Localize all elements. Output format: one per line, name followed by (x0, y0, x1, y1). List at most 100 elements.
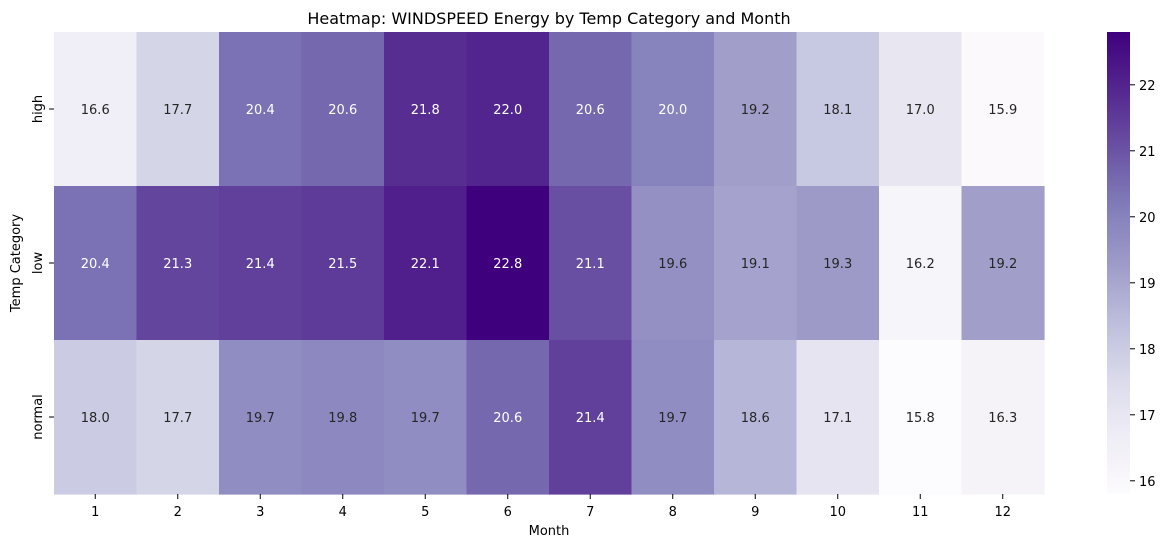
x-tick-label: 12 (994, 505, 1011, 520)
heatmap-cell (714, 32, 798, 187)
colorbar: 16 17 18 19 20 21 22 (1107, 32, 1156, 494)
heatmap-cell (384, 186, 468, 341)
heatmap-cell (631, 32, 715, 187)
cell-value-label: 17.7 (163, 411, 192, 426)
heatmap-cell (219, 186, 303, 341)
y-tick-label: low (31, 252, 46, 275)
heatmap-cell (466, 186, 550, 341)
y-axis: high low normal (31, 95, 54, 440)
cell-value-label: 18.6 (741, 411, 770, 426)
heatmap-cell (136, 32, 220, 187)
heatmap-cell (219, 340, 303, 495)
heatmap-cell (631, 340, 715, 495)
x-tick-label: 8 (669, 505, 677, 520)
heatmap-cell (796, 340, 880, 495)
heatmap-cell (136, 340, 220, 495)
cell-value-label: 22.0 (493, 103, 522, 118)
cell-value-label: 19.8 (328, 411, 357, 426)
heatmap-cell (796, 32, 880, 187)
colorbar-tick-label: 18 (1139, 343, 1156, 358)
colorbar-tick-label: 21 (1139, 145, 1156, 160)
colorbar-tick-label: 17 (1139, 409, 1156, 424)
heatmap-cell (961, 186, 1045, 341)
heatmap-cell (54, 186, 138, 341)
heatmap-cell (136, 186, 220, 341)
cell-value-label: 21.4 (246, 257, 275, 272)
cell-value-label: 15.8 (906, 411, 935, 426)
cell-value-label: 20.6 (493, 411, 522, 426)
cell-value-label: 19.7 (658, 411, 687, 426)
heatmap-cell (301, 340, 385, 495)
cell-value-label: 17.0 (906, 103, 935, 118)
heatmap-cell-labels: 16.6 17.7 20.4 20.6 21.8 22.0 20.6 20.0 19.2 18.1… (81, 103, 1017, 426)
cell-value-label: 21.4 (576, 411, 605, 426)
heatmap-cell (714, 186, 798, 341)
heatmap-cell (219, 32, 303, 187)
heatmap-cell (384, 32, 468, 187)
heatmap-cell (301, 186, 385, 341)
heatmap-cell (961, 32, 1045, 187)
cell-value-label: 18.0 (81, 411, 110, 426)
x-tick-label: 5 (421, 505, 429, 520)
x-tick-label: 9 (751, 505, 759, 520)
heatmap-cell (466, 340, 550, 495)
cell-value-label: 21.1 (576, 257, 605, 272)
cell-value-label: 20.6 (328, 103, 357, 118)
x-tick-label: 1 (91, 505, 99, 520)
heatmap-cell (54, 32, 138, 187)
cell-value-label: 19.6 (658, 257, 687, 272)
cell-value-label: 22.8 (493, 257, 522, 272)
colorbar-tick-label: 22 (1139, 79, 1156, 94)
cell-value-label: 16.2 (906, 257, 935, 272)
heatmap-cell (879, 340, 963, 495)
cell-value-label: 21.8 (411, 103, 440, 118)
heatmap-cell (879, 32, 963, 187)
x-axis-label: Month (529, 524, 570, 539)
x-tick-label: 4 (339, 505, 347, 520)
cell-value-label: 19.3 (823, 257, 852, 272)
cell-value-label: 16.6 (81, 103, 110, 118)
heatmap-cell (714, 340, 798, 495)
cell-value-label: 20.4 (246, 103, 275, 118)
cell-value-label: 21.3 (163, 257, 192, 272)
chart-title: Heatmap: WINDSPEED Energy by Temp Catego… (307, 9, 790, 28)
y-axis-label: Temp Category (9, 214, 24, 313)
heatmap-cells (54, 32, 1045, 495)
cell-value-label: 15.9 (988, 103, 1017, 118)
cell-value-label: 19.2 (741, 103, 770, 118)
heatmap-cell (301, 32, 385, 187)
cell-value-label: 20.6 (576, 103, 605, 118)
heatmap-cell (549, 340, 633, 495)
cell-value-label: 16.3 (988, 411, 1017, 426)
colorbar-gradient (1107, 32, 1130, 494)
x-tick-label: 7 (586, 505, 594, 520)
x-tick-label: 11 (912, 505, 929, 520)
x-tick-label: 10 (829, 505, 846, 520)
y-tick-label: normal (31, 394, 46, 440)
colorbar-tick-label: 20 (1139, 211, 1156, 226)
cell-value-label: 21.5 (328, 257, 357, 272)
heatmap-cell (796, 186, 880, 341)
cell-value-label: 19.1 (741, 257, 770, 272)
heatmap-cell (879, 186, 963, 341)
heatmap-cell (549, 186, 633, 341)
cell-value-label: 17.1 (823, 411, 852, 426)
cell-value-label: 19.7 (246, 411, 275, 426)
colorbar-tick-label: 19 (1139, 277, 1156, 292)
heatmap-cell (549, 32, 633, 187)
cell-value-label: 19.7 (411, 411, 440, 426)
x-tick-label: 6 (504, 505, 512, 520)
cell-value-label: 19.2 (988, 257, 1017, 272)
heatmap-cell (631, 186, 715, 341)
cell-value-label: 22.1 (411, 257, 440, 272)
cell-value-label: 20.0 (658, 103, 687, 118)
cell-value-label: 18.1 (823, 103, 852, 118)
x-tick-label: 3 (256, 505, 264, 520)
x-tick-label: 2 (174, 505, 182, 520)
heatmap-cell (466, 32, 550, 187)
x-axis: 1 2 3 4 5 6 7 8 9 10 11 12 (91, 494, 1011, 520)
heatmap-cell (384, 340, 468, 495)
y-tick-label: high (31, 95, 46, 123)
